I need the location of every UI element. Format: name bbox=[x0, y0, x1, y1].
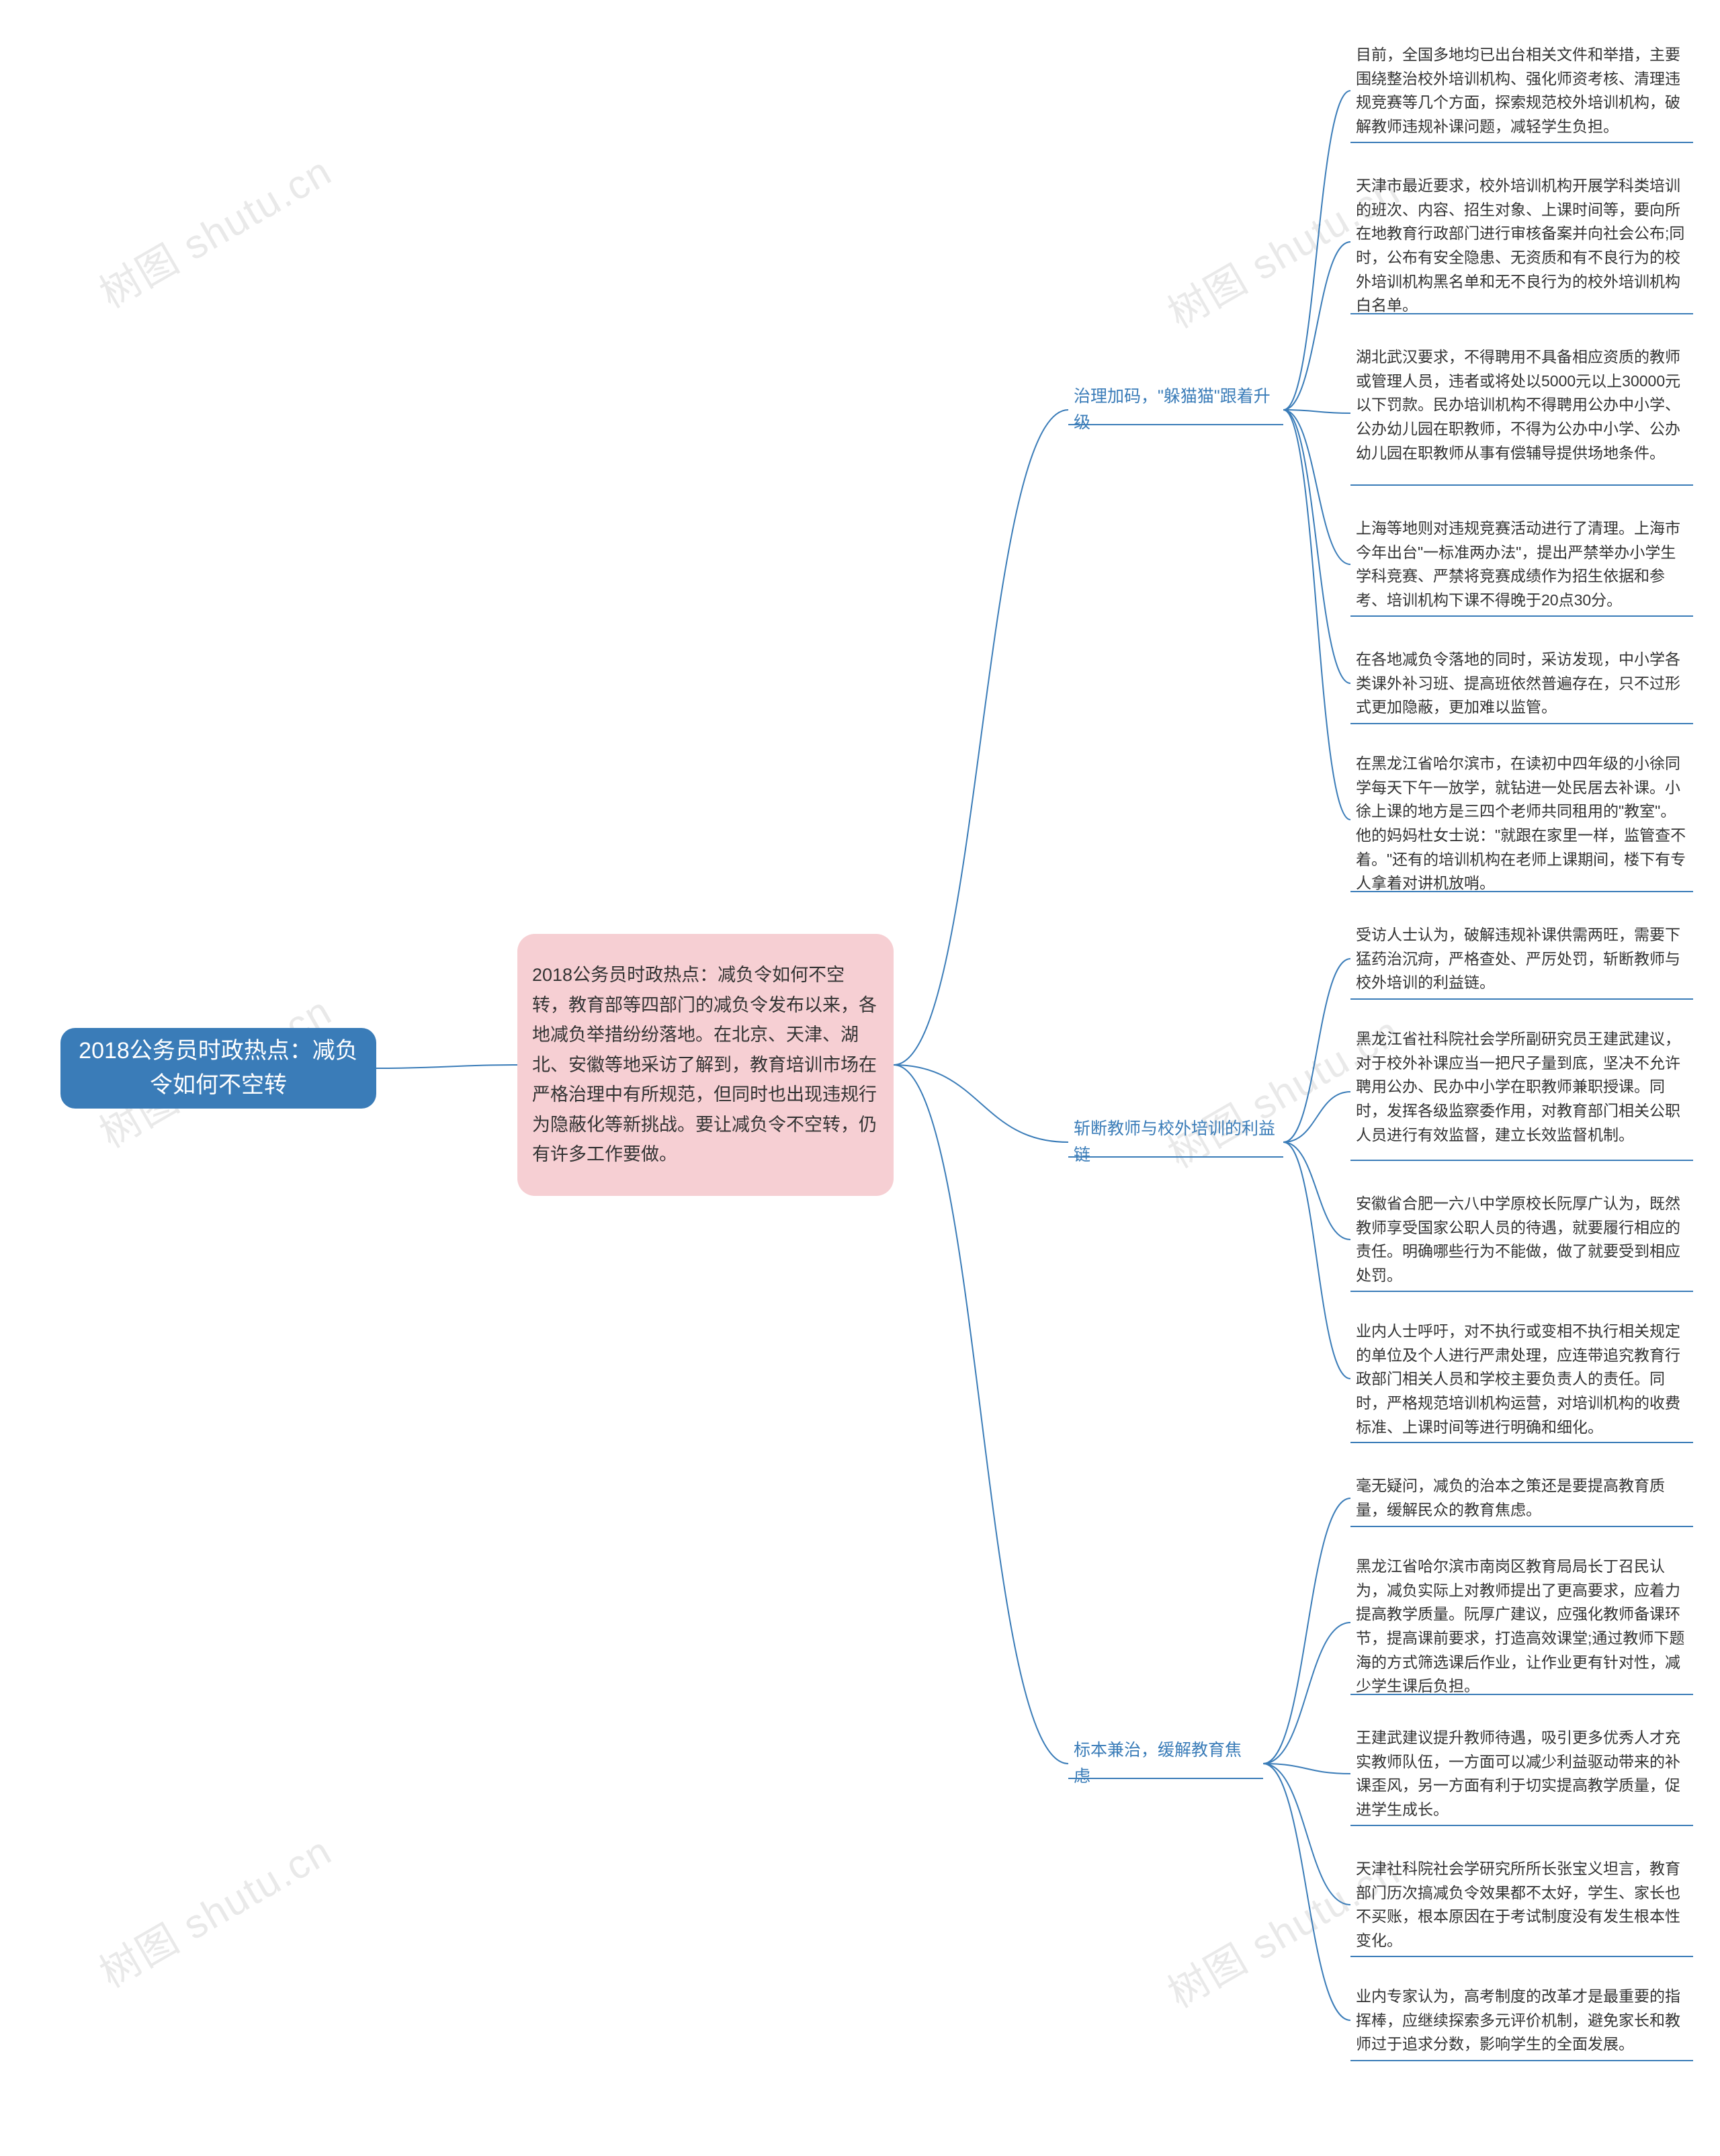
leaf-node[interactable]: 目前，全国多地均已出台相关文件和举措，主要围绕整治校外培训机构、强化师资考核、清… bbox=[1350, 40, 1693, 142]
root-node[interactable]: 2018公务员时政热点：减负令如何不空转 bbox=[60, 1028, 376, 1109]
intro-node[interactable]: 2018公务员时政热点：减负令如何不空转，教育部等四部门的减负令发布以来，各地减… bbox=[517, 934, 894, 1196]
leaf-node[interactable]: 天津社科院社会学研究所所长张宝义坦言，教育部门历次搞减负令效果都不太好，学生、家… bbox=[1350, 1854, 1693, 1956]
leaf-node[interactable]: 湖北武汉要求，不得聘用不具备相应资质的教师或管理人员，违者或将处以5000元以上… bbox=[1350, 343, 1693, 468]
leaf-node[interactable]: 上海等地则对违规竞赛活动进行了清理。上海市今年出台"一标准两办法"，提出严禁举办… bbox=[1350, 514, 1693, 615]
leaf-node[interactable]: 安徽省合肥一六八中学原校长阮厚广认为，既然教师享受国家公职人员的待遇，就要履行相… bbox=[1350, 1189, 1693, 1291]
leaf-node[interactable]: 在各地减负令落地的同时，采访发现，中小学各类课外补习班、提高班依然普遍存在，只不… bbox=[1350, 645, 1693, 722]
leaf-node[interactable]: 业内人士呼吁，对不执行或变相不执行相关规定的单位及个人进行严肃处理，应连带追究教… bbox=[1350, 1317, 1693, 1442]
watermark: 树图 shutu.cn bbox=[87, 139, 341, 319]
branch-node-1[interactable]: 治理加码，"躲猫猫"跟着升级 bbox=[1068, 396, 1283, 423]
leaf-node[interactable]: 天津市最近要求，校外培训机构开展学科类培训的班次、内容、招生对象、上课时间等，要… bbox=[1350, 171, 1693, 320]
watermark: 树图 shutu.cn bbox=[87, 1819, 341, 1999]
leaf-node[interactable]: 黑龙江省哈尔滨市南岗区教育局局长丁召民认为，减负实际上对教师提出了更高要求，应着… bbox=[1350, 1552, 1693, 1701]
leaf-node[interactable]: 毫无疑问，减负的治本之策还是要提高教育质量，缓解民众的教育焦虑。 bbox=[1350, 1471, 1693, 1524]
leaf-node[interactable]: 在黑龙江省哈尔滨市，在读初中四年级的小徐同学每天下午一放学，就钻进一处民居去补课… bbox=[1350, 749, 1693, 898]
branch-node-3[interactable]: 标本兼治，缓解教育焦虑 bbox=[1068, 1750, 1263, 1777]
leaf-node[interactable]: 黑龙江省社科院社会学所副研究员王建武建议，对于校外补课应当一把尺子量到底，坚决不… bbox=[1350, 1025, 1693, 1150]
leaf-node[interactable]: 业内专家认为，高考制度的改革才是最重要的指挥棒，应继续探索多元评价机制，避免家长… bbox=[1350, 1982, 1693, 2059]
branch-node-2[interactable]: 斩断教师与校外培训的利益链 bbox=[1068, 1129, 1283, 1156]
mindmap-canvas: 树图 shutu.cn 树图 shutu.cn 树图 shutu.cn 树图 s… bbox=[0, 0, 1720, 2156]
leaf-node[interactable]: 王建武建议提升教师待遇，吸引更多优秀人才充实教师队伍，一方面可以减少利益驱动带来… bbox=[1350, 1723, 1693, 1825]
leaf-node[interactable]: 受访人士认为，破解违规补课供需两旺，需要下猛药治沉疴，严格查处、严厉处罚，斩断教… bbox=[1350, 920, 1693, 998]
